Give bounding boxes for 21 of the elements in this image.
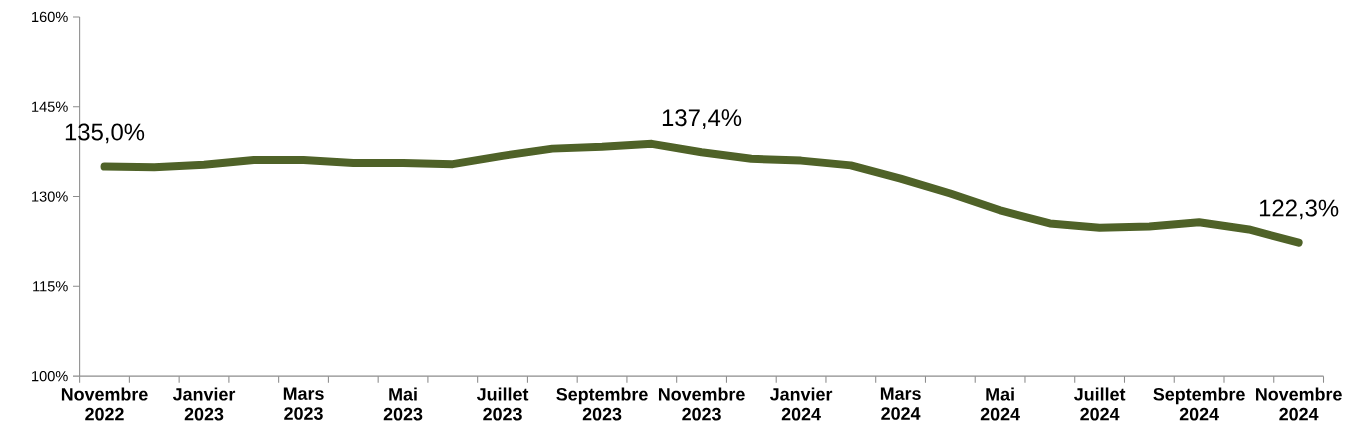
x-tick-label: Juillet 2023 bbox=[476, 387, 529, 421]
y-tick-label: 100% bbox=[32, 371, 68, 382]
x-tick-label: Mars 2023 bbox=[283, 387, 324, 420]
x-tick-label: Septembre 2024 bbox=[1153, 387, 1245, 421]
data-label: 135,0% bbox=[65, 123, 145, 144]
x-tick-label: Juillet 2024 bbox=[1074, 387, 1126, 421]
y-tick-label: 130% bbox=[32, 191, 68, 202]
data-label: 137,4% bbox=[662, 109, 742, 130]
y-tick-label: 145% bbox=[32, 101, 68, 112]
x-tick-label: Janvier 2024 bbox=[769, 387, 833, 421]
x-tick-label: Novembre 2024 bbox=[1256, 387, 1342, 421]
x-tick-label: Novembre 2022 bbox=[61, 387, 148, 421]
data-label: 122,3% bbox=[1259, 199, 1339, 220]
x-tick-label: Novembre 2023 bbox=[658, 387, 745, 421]
y-tick-label: 115% bbox=[33, 281, 68, 292]
x-tick-label: Janvier 2023 bbox=[172, 387, 236, 421]
x-tick-label: Mars 2024 bbox=[880, 387, 921, 420]
x-tick-label: Septembre 2023 bbox=[556, 387, 648, 421]
x-tick-label: Mai 2024 bbox=[980, 387, 1020, 421]
x-tick-label: Mai 2023 bbox=[383, 387, 423, 421]
y-tick-label: 160% bbox=[32, 11, 68, 23]
